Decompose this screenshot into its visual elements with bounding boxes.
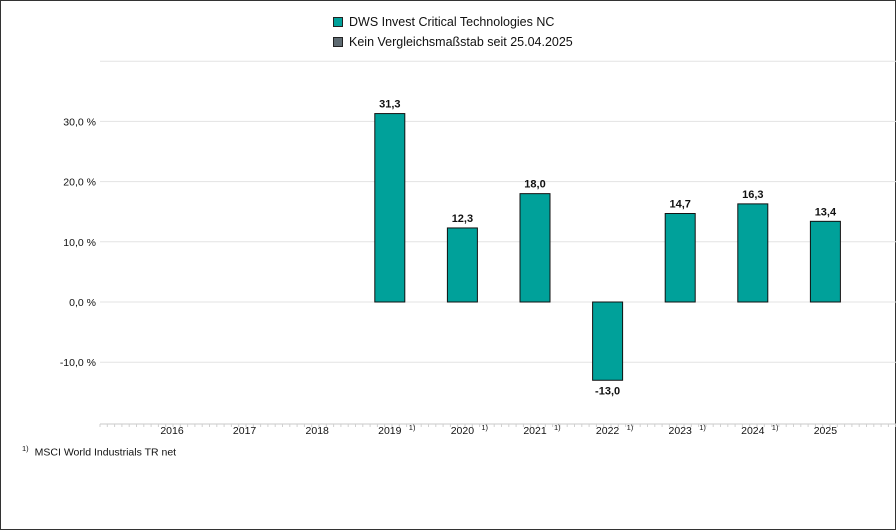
y-tick-label: 30,0 % bbox=[63, 116, 96, 128]
x-tick-footnote-mark: 1) bbox=[627, 423, 634, 432]
y-tick-label: 0,0 % bbox=[69, 297, 96, 309]
x-tick-label: 2016 bbox=[160, 425, 184, 437]
chart-legend: DWS Invest Critical Technologies NC Kein… bbox=[333, 12, 573, 52]
bar bbox=[374, 113, 406, 303]
x-tick-label: 2018 bbox=[306, 425, 330, 437]
data-label: 12,3 bbox=[452, 213, 473, 225]
footnote: 1) MSCI World Industrials TR net bbox=[22, 444, 176, 459]
legend-item-fund: DWS Invest Critical Technologies NC bbox=[333, 12, 573, 32]
x-tick-label: 2017 bbox=[233, 425, 257, 437]
footnote-text: MSCI World Industrials TR net bbox=[34, 446, 177, 459]
bar bbox=[809, 220, 841, 303]
x-tick-label: 2020 bbox=[451, 425, 475, 437]
x-tick-label: 2022 bbox=[596, 425, 620, 437]
y-tick-label: -10,0 % bbox=[60, 357, 96, 369]
data-label: -13,0 bbox=[595, 385, 620, 397]
data-label: 18,0 bbox=[524, 179, 545, 191]
x-tick-label: 2021 bbox=[523, 425, 547, 437]
x-tick-label: 2019 bbox=[378, 425, 402, 437]
legend-swatch-fund bbox=[333, 17, 343, 27]
x-tick-footnote-mark: 1) bbox=[699, 423, 706, 432]
bar bbox=[592, 301, 624, 381]
y-tick-label: 10,0 % bbox=[63, 237, 96, 249]
bar bbox=[446, 227, 478, 303]
footnote-mark: 1) bbox=[22, 444, 29, 453]
bar bbox=[737, 203, 769, 303]
data-label: 13,4 bbox=[815, 206, 837, 218]
x-tick-footnote-mark: 1) bbox=[481, 423, 488, 432]
x-tick-footnote-mark: 1) bbox=[772, 423, 779, 432]
x-tick-label: 2024 bbox=[741, 425, 765, 437]
y-tick-label: 20,0 % bbox=[63, 177, 96, 189]
bar bbox=[519, 193, 551, 303]
bar bbox=[664, 213, 696, 303]
x-tick-footnote-mark: 1) bbox=[554, 423, 561, 432]
data-label: 16,3 bbox=[742, 189, 763, 201]
data-label: 14,7 bbox=[669, 199, 690, 211]
x-tick-label: 2025 bbox=[814, 425, 838, 437]
legend-label-fund: DWS Invest Critical Technologies NC bbox=[349, 15, 555, 29]
x-tick-label: 2023 bbox=[669, 425, 693, 437]
legend-label-benchmark: Kein Vergleichsmaßstab seit 25.04.2025 bbox=[349, 35, 573, 49]
legend-swatch-benchmark bbox=[333, 37, 343, 47]
x-tick-footnote-mark: 1) bbox=[409, 423, 416, 432]
data-label: 31,3 bbox=[379, 99, 400, 111]
legend-item-benchmark: Kein Vergleichsmaßstab seit 25.04.2025 bbox=[333, 32, 573, 52]
